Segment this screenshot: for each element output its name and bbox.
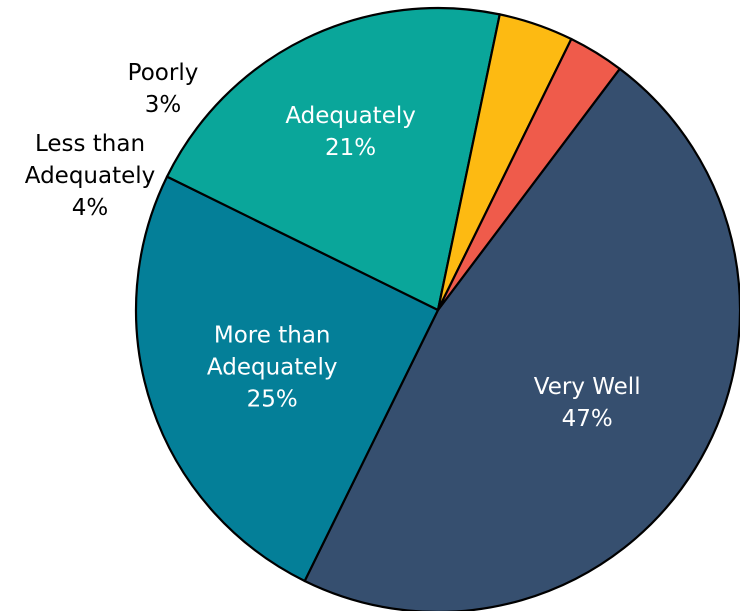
pie-label-very-well: Very Well 47% [534,374,641,432]
pie-slice-poorly [436,37,621,312]
pie-label-value: 3% [145,92,182,118]
pie-label-value: 47% [562,406,613,432]
pie-slices [134,6,740,611]
pie-label-category: Poorly [128,60,199,86]
pie-label-category: Adequately [285,103,416,129]
pie-label-poorly: Poorly 3% [128,60,199,118]
pie-label-category: Adequately [207,354,338,380]
pie-label-value: 21% [325,135,376,161]
pie-label-more-than-adequately: More than Adequately 25% [207,322,338,412]
pie-labels: Very Well 47% More than Adequately 25% Adequa… [25,60,641,432]
pie-label-less-than-adequately: Less than Adequately 4% [25,131,156,221]
pie-slice-adequately [165,6,501,312]
pie-label-category: Less than [35,131,145,157]
pie-label-category: More than [214,322,331,348]
pie-label-category: Adequately [25,163,156,189]
pie-slice-very-well [303,67,740,611]
pie-slice-more-than-adequately [134,175,440,583]
pie-label-adequately: Adequately 21% [285,103,416,161]
pie-label-value: 4% [72,195,109,221]
pie-label-value: 25% [247,386,298,412]
pie-label-category: Very Well [534,374,641,400]
